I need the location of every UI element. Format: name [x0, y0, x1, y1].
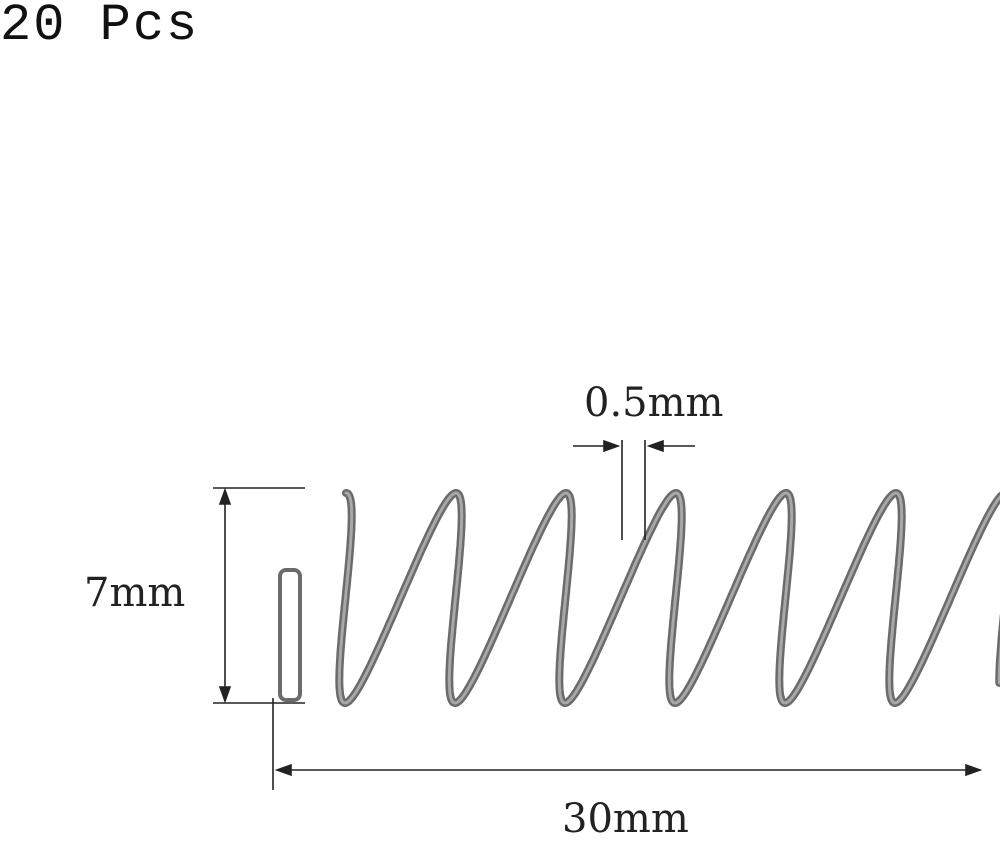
- diameter-label: 7mm: [84, 570, 186, 616]
- wire-diameter-label: 0.5mm: [584, 380, 724, 426]
- length-label: 30mm: [562, 796, 689, 842]
- arrow-head: [274, 763, 292, 777]
- dimension-lines: [213, 439, 983, 790]
- quantity-label: 20 Pcs: [0, 0, 200, 55]
- spring-image: [278, 488, 1000, 708]
- arrow-head: [603, 439, 621, 453]
- arrow-head: [218, 487, 232, 505]
- spring-end-coil: [278, 568, 302, 702]
- arrow-head: [965, 763, 983, 777]
- arrow-head: [218, 686, 232, 704]
- arrow-head: [646, 439, 664, 453]
- spring-highlight: [337, 491, 1000, 705]
